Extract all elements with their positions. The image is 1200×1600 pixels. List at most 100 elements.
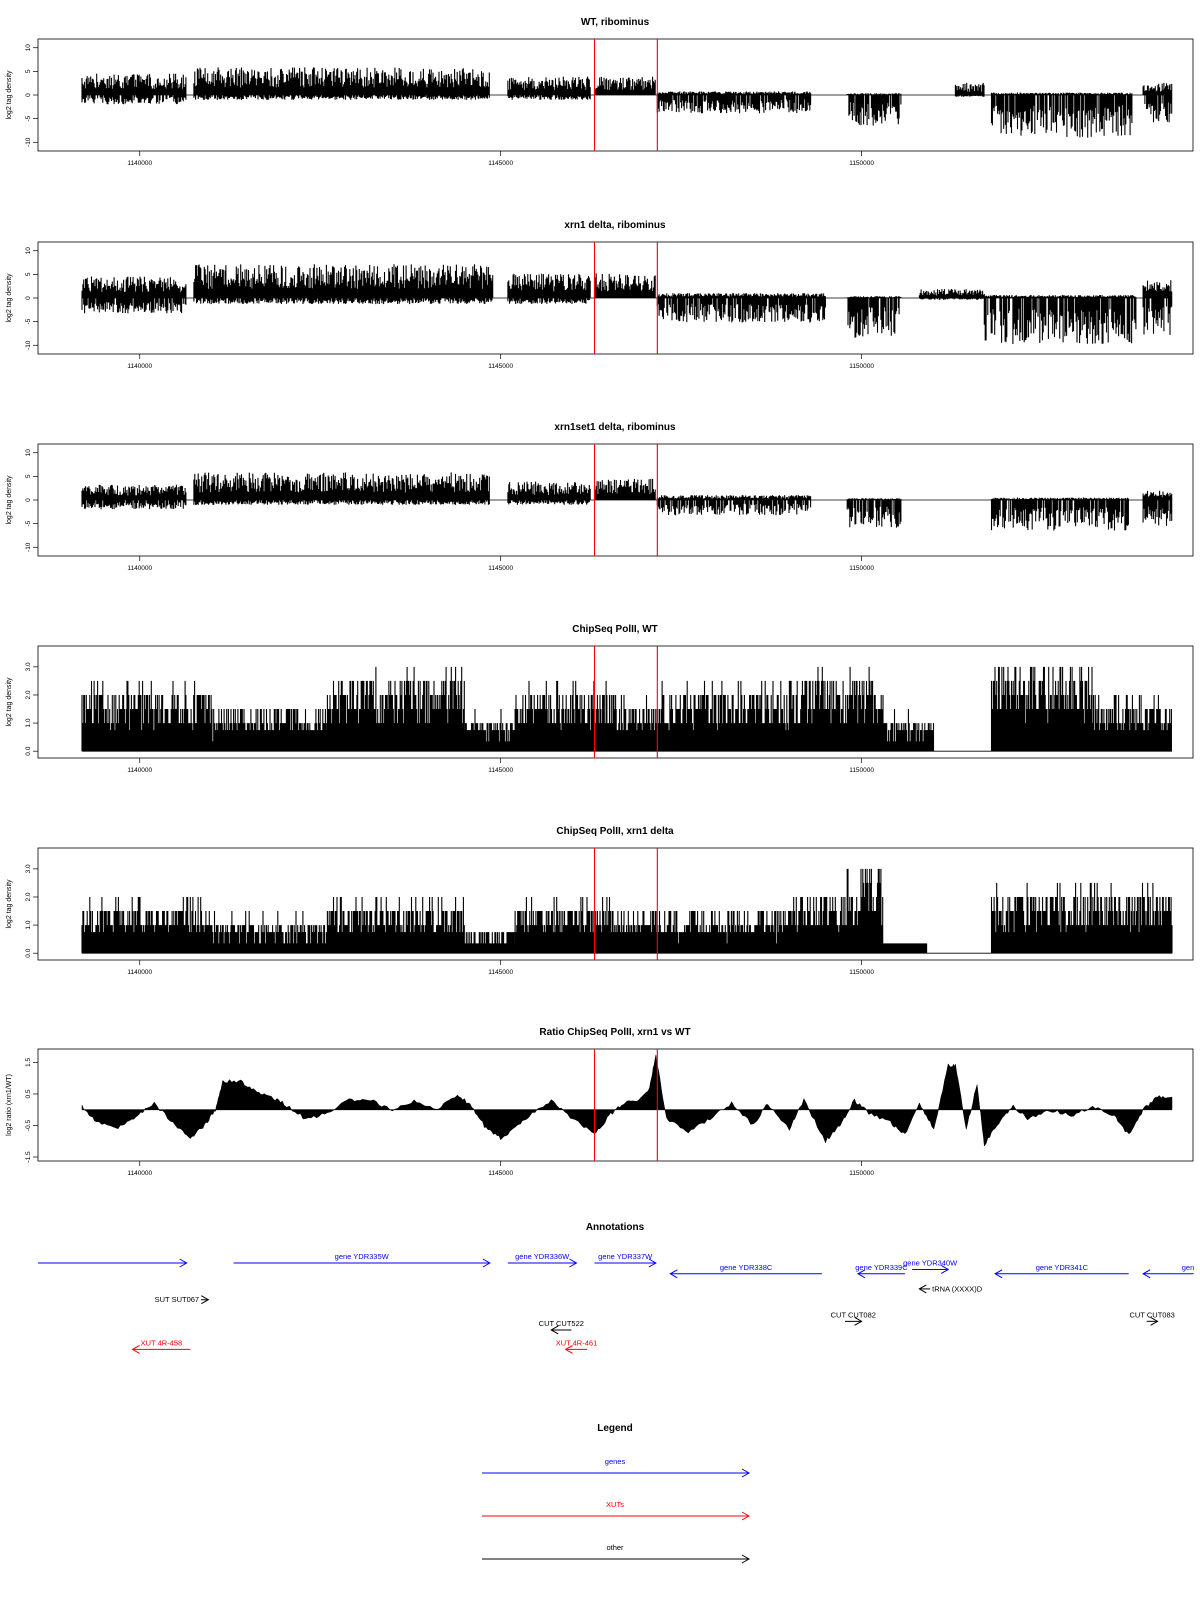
- plot-frame: [37, 847, 1194, 961]
- y-tick-label: 0.5: [25, 1089, 32, 1098]
- data-segment: [658, 680, 790, 752]
- annotations-title: Annotations: [586, 1222, 645, 1233]
- data-segment: [983, 294, 1137, 344]
- x-tick-label: 1150000: [849, 160, 874, 167]
- feature-label: gene YDR338C: [720, 1263, 773, 1272]
- y-axis-label: log2 tag density: [6, 70, 13, 120]
- x-tick-label: 1145000: [488, 565, 513, 572]
- data-segment: [326, 897, 465, 954]
- annotation-gene: gene YDR341C: [994, 1263, 1129, 1279]
- panel-title: ChipSeq PolII, WT: [572, 624, 658, 635]
- feature-label: gene YDR339C: [855, 1263, 908, 1272]
- data-bars: [882, 943, 928, 954]
- data-segment: [507, 76, 591, 100]
- data-marks: [81, 666, 1172, 752]
- data-segment: [846, 296, 902, 338]
- data-segment: [211, 911, 328, 954]
- arrow-icon: [1142, 1269, 1151, 1279]
- data-bars: [846, 868, 884, 954]
- data-segment: [954, 82, 985, 97]
- feature-label: gen: [1182, 1263, 1195, 1272]
- y-tick-label: 0.0: [25, 746, 32, 755]
- data-bars: [846, 296, 902, 338]
- y-tick-label: 5: [25, 474, 32, 478]
- data-segment: [514, 680, 617, 752]
- x-tick-label: 1140000: [127, 767, 152, 774]
- y-tick-label: 1.0: [25, 920, 32, 929]
- annotation-features: gene YDR335W gene YDR336W gene YDR337W gene…: [38, 1252, 1195, 1354]
- feature-label: tRNA (XXXX)D: [932, 1284, 983, 1293]
- y-tick-label: -10: [25, 340, 32, 350]
- plot-frame: [37, 1048, 1194, 1162]
- annotation-other: SUT SUT067: [155, 1295, 210, 1305]
- data-segment: [193, 67, 490, 100]
- annotation-xut: XUT 4R-461: [556, 1338, 598, 1354]
- data-bars: [507, 273, 591, 304]
- x-tick-label: 1140000: [127, 1170, 152, 1177]
- panel-title: ChipSeq PolII, xrn1 delta: [556, 826, 674, 837]
- arrow-icon: [741, 1468, 751, 1478]
- annotation-other: CUT CUT082: [831, 1310, 876, 1326]
- panel-6: Ratio ChipSeq PolII, xrn1 vs WT log2 rati…: [6, 1027, 1194, 1177]
- data-marks: [81, 67, 1173, 138]
- data-bars: [1128, 882, 1173, 954]
- y-tick-label: 10: [25, 247, 32, 255]
- data-bars: [658, 680, 790, 752]
- data-bars: [990, 666, 1093, 752]
- legend-item-label: other: [606, 1543, 624, 1552]
- data-segment: [990, 666, 1093, 752]
- data-bars: [846, 93, 902, 126]
- annotation-other: tRNA (XXXX)D: [918, 1284, 983, 1294]
- annotation-gene: gene YDR339C: [855, 1263, 908, 1279]
- data-segment: [464, 932, 516, 954]
- x-tick-label: 1145000: [488, 1170, 513, 1177]
- data-bars: [983, 294, 1137, 344]
- panel-4: ChipSeq PolII, WT log2 tag density 0.0 1.0 2…: [6, 624, 1194, 774]
- data-segment: [81, 680, 213, 752]
- data-bars: [1092, 695, 1172, 752]
- annotations-panel: Annotations gene YDR335W gene YDR336W gene…: [38, 1222, 1195, 1354]
- y-tick-label: 3.0: [25, 662, 32, 671]
- data-bars: [193, 472, 490, 505]
- y-tick-label: 1.0: [25, 718, 32, 727]
- arrow-icon: [201, 1295, 210, 1305]
- data-bars: [464, 932, 516, 954]
- x-tick-label: 1145000: [488, 969, 513, 976]
- annotation-gene: [38, 1258, 188, 1268]
- data-segment: [593, 478, 656, 500]
- data-bars: [193, 67, 490, 100]
- y-tick-label: -5: [25, 318, 32, 324]
- data-marks: [81, 264, 1173, 344]
- data-bars: [593, 273, 656, 298]
- data-segment: [81, 897, 213, 954]
- data-segment: [1128, 882, 1173, 954]
- ratio-area: [81, 1054, 1173, 1147]
- y-tick-label: 5: [25, 69, 32, 73]
- feature-label: XUT 4R-461: [556, 1338, 598, 1347]
- x-tick-label: 1140000: [127, 363, 152, 370]
- data-segment: [615, 911, 661, 954]
- data-segment: [1142, 490, 1173, 526]
- data-marks: [81, 868, 1173, 954]
- y-tick-label: 10: [25, 44, 32, 52]
- feature-label: XUT 4R-458: [141, 1338, 183, 1347]
- y-axis-label: log2 tag density: [6, 273, 13, 323]
- data-bars: [615, 695, 661, 752]
- data-marks: [81, 472, 1173, 531]
- arrow-icon: [994, 1269, 1003, 1279]
- data-bars: [507, 481, 591, 505]
- arrow-icon: [918, 1284, 927, 1294]
- data-bars: [593, 478, 656, 500]
- legend-item-label: XUTs: [606, 1500, 624, 1509]
- data-segment: [882, 943, 928, 954]
- data-segment: [656, 293, 826, 323]
- arrow-icon: [131, 1344, 140, 1354]
- y-tick-label: -5: [25, 115, 32, 121]
- data-bars: [326, 666, 465, 752]
- panel-title: Ratio ChipSeq PolII, xrn1 vs WT: [539, 1027, 690, 1038]
- feature-label: gene YDR341C: [1036, 1263, 1089, 1272]
- data-segment: [990, 882, 1129, 954]
- data-segment: [593, 76, 656, 95]
- data-bars: [658, 911, 790, 954]
- feature-label: CUT CUT522: [539, 1319, 584, 1328]
